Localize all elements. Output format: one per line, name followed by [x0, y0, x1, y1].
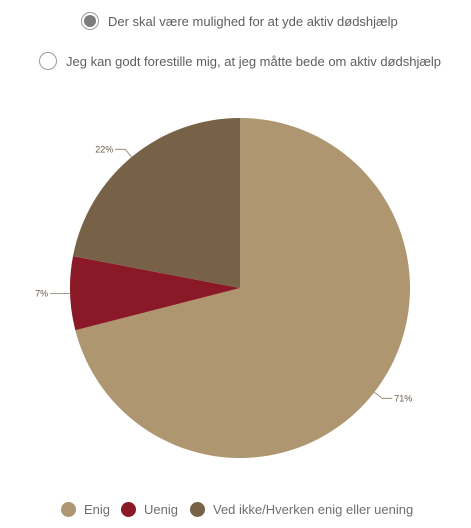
- pie-slice-enig[interactable]: [75, 118, 410, 459]
- poll-option-2-label: Jeg kan godt forestille mig, at jeg mått…: [66, 53, 442, 69]
- legend-item-enig[interactable]: Enig: [61, 502, 110, 517]
- pie-slice-ved-ikke[interactable]: [73, 118, 240, 288]
- pie-labels: 71% 7% 22%: [35, 144, 412, 403]
- legend-label-enig: Enig: [84, 502, 111, 517]
- poll-option-1-label: Der skal være mulighed for at yde aktiv …: [108, 13, 398, 29]
- legend-label-uenig: Uenig: [144, 502, 178, 517]
- poll-options: Der skal være mulighed for at yde aktiv …: [0, 0, 471, 80]
- legend-swatch-uenig: [121, 502, 136, 517]
- leader-line-enig: [374, 391, 393, 399]
- chart-legend: Enig Uenig Ved ikke/Hverken enig eller u…: [0, 500, 471, 528]
- legend-swatch-ved-ikke: [190, 502, 205, 517]
- pie-slice-uenig[interactable]: [69, 256, 240, 331]
- slice-label-uenig: 7%: [35, 289, 48, 299]
- pie-slices: [69, 118, 410, 459]
- slice-label-enig: 71%: [394, 393, 412, 403]
- legend-item-ved-ikke[interactable]: Ved ikke/Hverken enig eller uening: [190, 502, 413, 517]
- legend-item-uenig[interactable]: Uenig: [121, 502, 178, 517]
- legend-swatch-enig: [61, 502, 76, 517]
- poll-option-1[interactable]: Der skal være mulighed for at yde aktiv …: [81, 12, 398, 30]
- leader-line-ved-ikke: [115, 148, 132, 158]
- poll-option-2[interactable]: Jeg kan godt forestille mig, at jeg mått…: [39, 52, 441, 70]
- slice-label-ved-ikke: 22%: [95, 144, 113, 154]
- pie-chart: 71% 7% 22%: [35, 118, 412, 459]
- radio-selected-icon[interactable]: [81, 12, 99, 30]
- radio-unselected-icon[interactable]: [39, 52, 57, 70]
- radio-dot: [84, 15, 96, 27]
- legend-label-ved-ikke: Ved ikke/Hverken enig eller uening: [213, 502, 414, 517]
